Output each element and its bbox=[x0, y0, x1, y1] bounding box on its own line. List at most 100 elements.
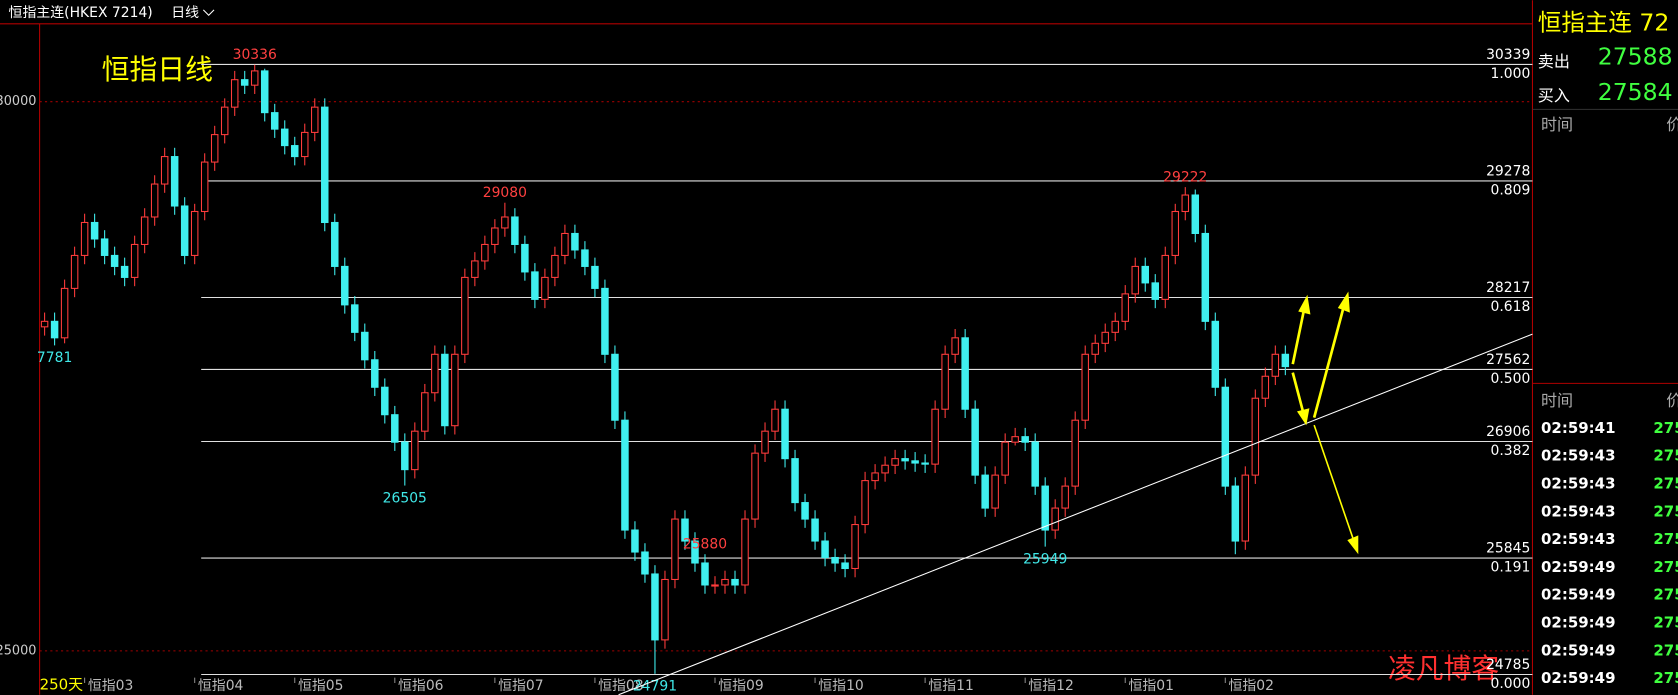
candle-body bbox=[1041, 485, 1049, 531]
candle-body bbox=[110, 254, 119, 267]
trade-time: 02:59:49 bbox=[1541, 669, 1615, 687]
period-label: 250天 bbox=[40, 676, 84, 694]
candle-body bbox=[821, 540, 829, 559]
x-tick-label: 恒指07 bbox=[498, 678, 544, 694]
x-tick-label: 恒指03 bbox=[88, 678, 134, 694]
candle-body bbox=[851, 524, 859, 570]
fib-ratio: 0.382 bbox=[1491, 443, 1531, 459]
low-label: 26505 bbox=[383, 490, 427, 506]
candle-body bbox=[1021, 436, 1029, 443]
trade-time: 02:59:43 bbox=[1541, 530, 1615, 548]
y-tick-label: 30000 bbox=[0, 94, 36, 109]
candle-body bbox=[691, 540, 699, 564]
candle-body bbox=[80, 221, 89, 256]
candle-body bbox=[1071, 419, 1079, 487]
candle-body bbox=[1051, 507, 1059, 531]
candle-body bbox=[761, 430, 769, 454]
candle-body bbox=[501, 216, 509, 229]
candle-body bbox=[881, 464, 889, 474]
candle-body bbox=[791, 458, 799, 504]
candle-body bbox=[581, 249, 589, 267]
candle-body bbox=[1171, 210, 1180, 256]
candle-body bbox=[371, 359, 379, 388]
trade-time: 02:59:43 bbox=[1541, 447, 1615, 465]
candle-body bbox=[220, 106, 229, 136]
dropdown-icon bbox=[202, 9, 215, 16]
column-header: 时间 bbox=[1541, 115, 1573, 134]
candle-body bbox=[451, 353, 459, 427]
fib-ratio: 0.191 bbox=[1491, 560, 1531, 576]
candle-body bbox=[771, 408, 779, 432]
candle-body bbox=[250, 70, 259, 86]
candle-body bbox=[280, 128, 289, 147]
candle-body bbox=[431, 353, 439, 394]
candle-body bbox=[260, 70, 269, 114]
candle-body bbox=[811, 518, 819, 542]
column-header: 时间 bbox=[1541, 391, 1573, 410]
candle-body bbox=[411, 430, 419, 471]
candle-body bbox=[190, 210, 199, 256]
trade-price: 275 bbox=[1653, 641, 1678, 659]
candle-body bbox=[541, 276, 549, 300]
fib-price: 30339 bbox=[1486, 47, 1530, 63]
candle-body bbox=[721, 578, 729, 586]
buy-label: 买入 bbox=[1538, 86, 1570, 105]
trade-price: 275 bbox=[1653, 530, 1678, 548]
candle-body bbox=[921, 462, 929, 465]
trade-time: 02:59:49 bbox=[1541, 558, 1615, 576]
symbol: 恒指主连(HKEX 7214) bbox=[9, 5, 153, 21]
candle-body bbox=[511, 216, 519, 245]
candle-body bbox=[531, 271, 539, 300]
candle-body bbox=[961, 337, 969, 410]
candle-body bbox=[481, 243, 489, 262]
candle-body bbox=[711, 584, 719, 587]
candle-body bbox=[831, 556, 839, 564]
candle-body bbox=[381, 386, 389, 416]
sell-price: 27588 bbox=[1598, 43, 1673, 71]
x-tick-label: 恒指10 bbox=[818, 678, 864, 694]
candle-body bbox=[60, 287, 69, 339]
candle-body bbox=[731, 578, 739, 586]
high-label: 29080 bbox=[483, 185, 527, 201]
candle-body bbox=[291, 145, 299, 158]
fib-price: 26906 bbox=[1486, 424, 1530, 440]
fib-ratio: 0.809 bbox=[1491, 183, 1531, 199]
candle-body bbox=[341, 265, 349, 306]
x-tick-label: 恒指11 bbox=[928, 678, 974, 694]
candle-body bbox=[421, 392, 429, 432]
period-select[interactable]: 日线 bbox=[171, 5, 199, 21]
candle-body bbox=[641, 551, 649, 575]
candle-body bbox=[491, 227, 499, 245]
candle-body bbox=[1091, 342, 1099, 355]
candle-body bbox=[971, 408, 979, 476]
candle-body bbox=[911, 460, 919, 464]
candle-body bbox=[1011, 436, 1019, 443]
trade-price: 275 bbox=[1653, 502, 1678, 520]
candle-body bbox=[1251, 397, 1260, 476]
candle-body bbox=[140, 216, 149, 245]
candle-body bbox=[551, 254, 559, 278]
high-label: 29222 bbox=[1163, 169, 1207, 185]
column-header: 价 bbox=[1666, 391, 1678, 410]
candle-body bbox=[521, 243, 529, 273]
candle-body bbox=[751, 452, 759, 520]
x-tick-label: 恒指08 bbox=[598, 678, 644, 694]
candle-body bbox=[951, 337, 959, 355]
trade-time: 02:59:41 bbox=[1541, 419, 1615, 437]
candle-body bbox=[841, 562, 849, 570]
candle-body bbox=[1031, 441, 1039, 487]
candle-body bbox=[1001, 441, 1009, 476]
candle-body bbox=[571, 232, 579, 251]
candle-body bbox=[741, 518, 749, 586]
candle-body bbox=[471, 260, 479, 278]
candle-body bbox=[331, 221, 339, 267]
candle-body bbox=[391, 414, 399, 443]
candle-body bbox=[270, 112, 279, 130]
candle-body bbox=[621, 419, 629, 531]
trade-price: 275 bbox=[1653, 669, 1678, 687]
candle-body bbox=[240, 79, 249, 86]
candle-body bbox=[321, 106, 329, 224]
candle-body bbox=[991, 474, 999, 509]
candle-body bbox=[931, 408, 939, 465]
